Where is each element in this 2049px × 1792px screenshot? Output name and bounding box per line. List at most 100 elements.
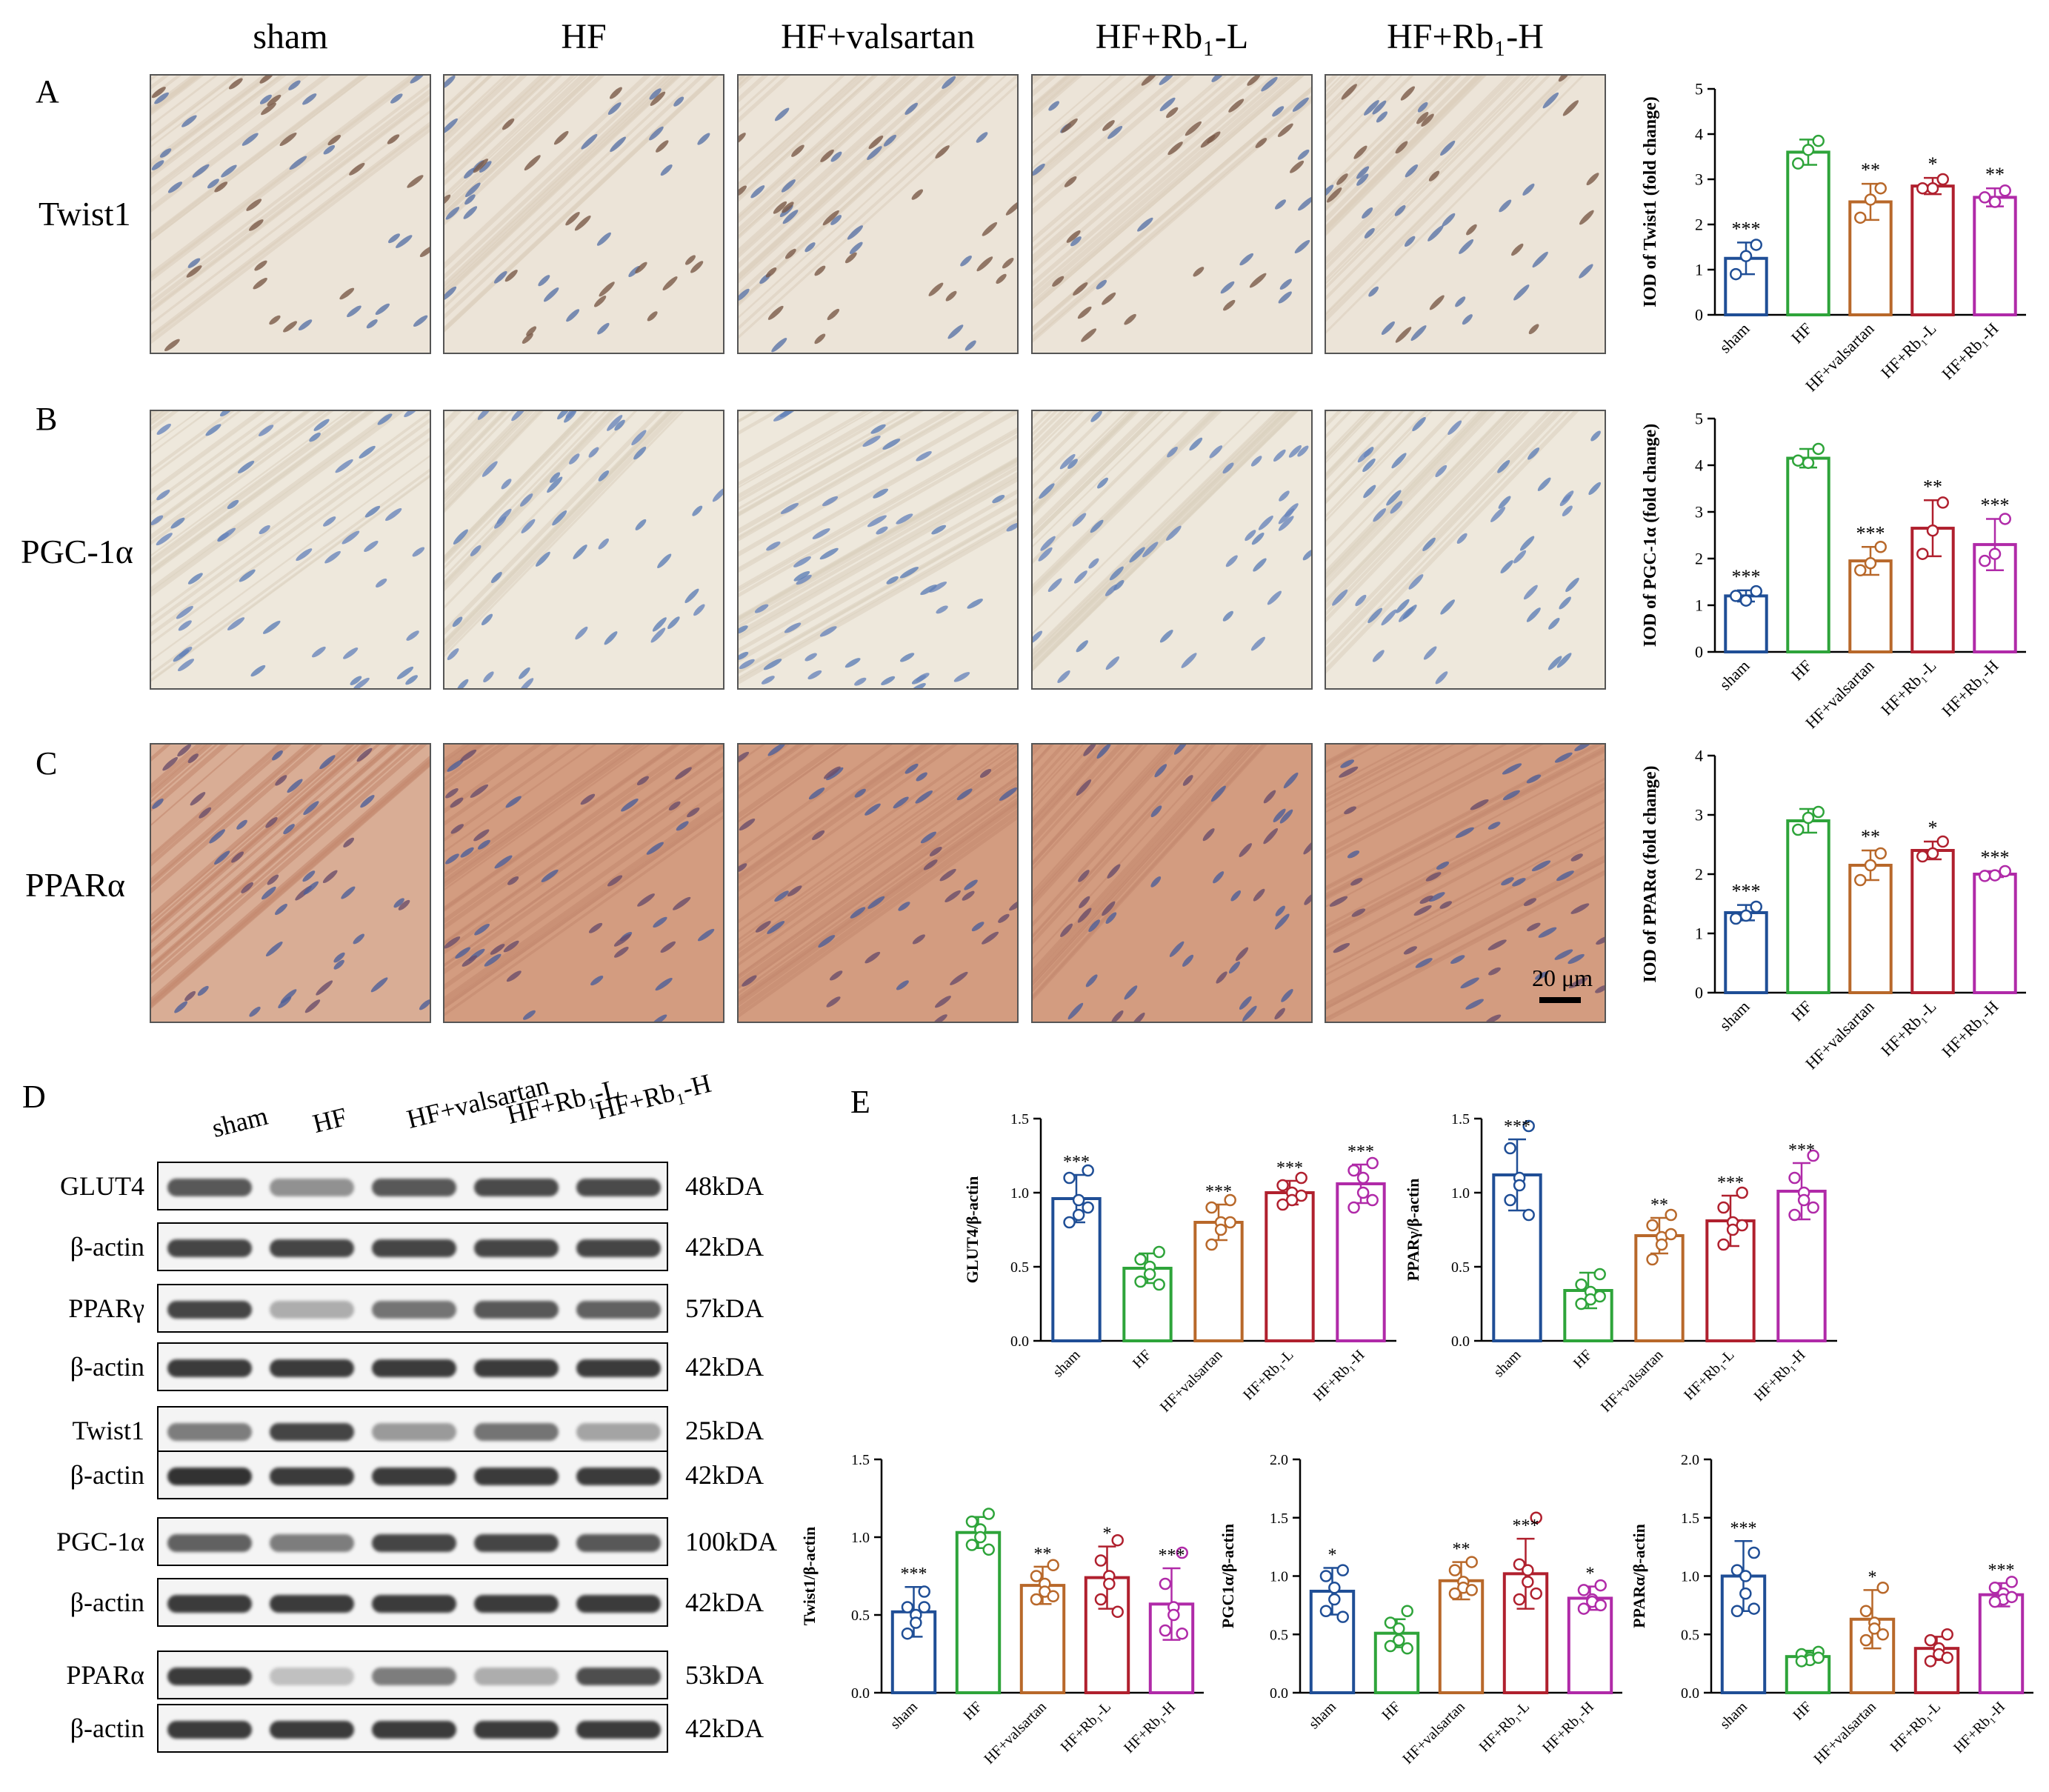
data-point <box>901 1627 914 1640</box>
panel-letter-b: B <box>36 401 58 437</box>
data-point <box>1336 1611 1349 1623</box>
y-tick-label: 1.0 <box>1681 1569 1699 1585</box>
data-point <box>1295 1171 1307 1185</box>
significance-marker: ** <box>1861 826 1880 847</box>
panel-letter-a: A <box>36 73 59 110</box>
y-tick-label: 0.0 <box>1010 1333 1029 1350</box>
blot-protein-label: β-actin <box>70 1713 144 1743</box>
x-tick-label: HF+Rb₁-H <box>1121 1699 1179 1756</box>
bar <box>1724 911 1768 994</box>
significance-marker: *** <box>1981 847 2010 868</box>
data-point <box>1936 496 1949 509</box>
blot-band <box>372 1468 456 1485</box>
data-point <box>1874 181 1887 195</box>
data-point <box>1384 1616 1397 1629</box>
column-header-hf: HF <box>561 17 607 56</box>
data-point <box>1594 1599 1607 1612</box>
x-tick-label: HF <box>1788 319 1816 347</box>
blot-strip <box>157 1284 668 1333</box>
data-point <box>1072 1193 1085 1207</box>
significance-marker: *** <box>1205 1182 1232 1202</box>
x-tick-label: HF+Rb₁-H <box>1938 656 2002 720</box>
y-tick-label: 0.0 <box>851 1685 870 1702</box>
data-point <box>1366 1193 1379 1207</box>
data-point <box>1167 1608 1180 1622</box>
blot-band <box>474 1721 559 1739</box>
y-tick-label: 5 <box>1695 410 1703 428</box>
data-point <box>1854 564 1867 576</box>
data-point <box>1812 805 1825 819</box>
y-tick-label: 0 <box>1695 306 1703 324</box>
data-point <box>1788 1208 1801 1222</box>
data-point <box>1924 1655 1937 1668</box>
y-tick-label: 2.0 <box>1270 1452 1288 1468</box>
blot-band <box>270 1668 354 1685</box>
x-tick-label: HF+Rb₁-L <box>1240 1347 1296 1403</box>
data-point <box>1393 1622 1405 1635</box>
y-tick-label: 1.5 <box>1681 1510 1699 1527</box>
data-point <box>1788 1171 1801 1185</box>
significance-marker: ** <box>1650 1196 1668 1215</box>
ihc-image-2-4 <box>1325 743 1606 1023</box>
significance-marker: * <box>1586 1565 1595 1584</box>
blot-protein-label: β-actin <box>70 1352 144 1382</box>
data-point <box>982 1508 995 1520</box>
blot-kda-label: 53kDA <box>685 1660 764 1690</box>
bar <box>1786 819 1830 994</box>
data-point <box>1276 1179 1289 1192</box>
blot-band <box>576 1468 661 1485</box>
data-point <box>982 1543 995 1556</box>
blot-kda-label: 42kDA <box>685 1713 764 1743</box>
row-header-twist1: Twist1 <box>39 195 131 233</box>
blot-protein-label: β-actin <box>70 1232 144 1262</box>
y-tick-label: 1.5 <box>1270 1510 1288 1527</box>
bar <box>955 1530 1002 1694</box>
y-tick-label: 2.0 <box>1681 1452 1699 1468</box>
blot-band <box>576 1595 661 1613</box>
blot-band <box>372 1595 456 1613</box>
y-tick-label: 4 <box>1695 747 1703 765</box>
bar <box>1336 1182 1386 1342</box>
blot-band <box>576 1179 661 1196</box>
blot-band <box>474 1668 559 1685</box>
ihc-image-1-1 <box>443 410 724 690</box>
blot-protein-label: PPARγ <box>68 1293 144 1323</box>
data-point <box>1941 1651 1953 1664</box>
significance-marker: * <box>1928 817 1938 839</box>
significance-marker: ** <box>1453 1540 1470 1559</box>
blot-strip <box>157 1406 668 1455</box>
x-tick-label: sham <box>1716 656 1753 694</box>
data-point <box>1812 134 1825 147</box>
data-point <box>1276 1198 1289 1211</box>
blot-band <box>372 1534 456 1552</box>
data-point <box>1739 594 1753 607</box>
data-point <box>1854 211 1867 224</box>
significance-marker: * <box>1328 1545 1337 1565</box>
significance-marker: *** <box>1732 566 1761 587</box>
blot-band <box>576 1668 661 1685</box>
x-tick-label: sham <box>1306 1699 1340 1733</box>
panel-letter-c: C <box>36 745 58 782</box>
y-tick-label: 1.0 <box>1451 1185 1470 1202</box>
x-tick-label: HF+valsartan <box>1157 1347 1226 1416</box>
blot-protein-label: PPARα <box>66 1660 144 1690</box>
ihc-image-0-2 <box>737 74 1019 354</box>
bar <box>1567 1596 1613 1694</box>
y-tick-label: 3 <box>1695 806 1703 825</box>
data-point <box>1205 1201 1218 1214</box>
data-point <box>1750 239 1762 251</box>
data-point <box>1807 1201 1819 1214</box>
blot-band <box>474 1239 559 1257</box>
bar <box>1786 150 1830 317</box>
data-point <box>1748 1602 1760 1615</box>
data-point <box>1513 1558 1526 1571</box>
data-point <box>1874 847 1887 860</box>
data-point <box>2005 1576 2018 1588</box>
significance-marker: *** <box>1276 1159 1303 1178</box>
data-point <box>1030 1593 1043 1606</box>
x-tick-label: sham <box>1717 1699 1751 1733</box>
data-point <box>1739 1587 1752 1600</box>
data-point <box>1868 1622 1881 1635</box>
data-point <box>1530 1587 1542 1600</box>
x-tick-label: HF+valsartan <box>1399 1699 1468 1768</box>
